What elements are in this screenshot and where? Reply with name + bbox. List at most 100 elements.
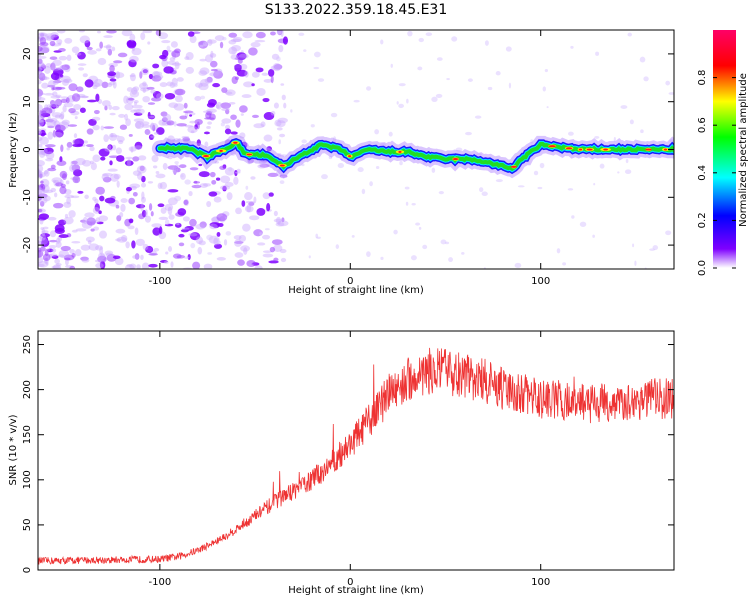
noise-blob bbox=[42, 253, 51, 262]
noise-blob bbox=[153, 132, 159, 135]
noise-blob bbox=[150, 211, 154, 217]
noise-blob bbox=[594, 135, 600, 139]
noise-blob bbox=[168, 102, 179, 108]
noise-blob bbox=[71, 229, 78, 233]
noise-blob bbox=[129, 74, 136, 78]
noise-blob bbox=[53, 202, 64, 209]
noise-blob bbox=[436, 57, 443, 61]
noise-blob bbox=[51, 112, 62, 118]
noise-blob bbox=[176, 77, 184, 82]
noise-blob bbox=[113, 173, 121, 180]
noise-blob bbox=[70, 160, 74, 167]
noise-blob bbox=[38, 119, 45, 127]
noise-blob bbox=[114, 72, 125, 79]
noise-blob bbox=[195, 236, 203, 245]
noise-blob bbox=[210, 60, 218, 68]
noise-blob bbox=[139, 121, 150, 126]
noise-blob bbox=[174, 61, 180, 70]
noise-blob bbox=[216, 257, 226, 261]
noise-blob bbox=[116, 180, 120, 188]
noise-blob bbox=[86, 128, 94, 135]
noise-blob bbox=[199, 183, 208, 188]
noise-blob bbox=[388, 131, 393, 137]
noise-blob bbox=[55, 94, 62, 99]
noise-blob bbox=[126, 264, 133, 267]
noise-blob bbox=[205, 54, 214, 63]
noise-blob bbox=[58, 219, 67, 226]
noise-blob bbox=[43, 147, 54, 155]
noise-blob bbox=[230, 114, 237, 120]
noise-blob bbox=[92, 82, 101, 88]
noise-blob bbox=[179, 164, 187, 169]
noise-blob bbox=[88, 118, 97, 126]
noise-blob bbox=[82, 73, 88, 78]
ridge-hotspot-core bbox=[645, 148, 652, 151]
x-tick-label: 100 bbox=[531, 577, 550, 588]
noise-blob bbox=[254, 265, 263, 269]
noise-blob bbox=[131, 47, 142, 56]
noise-blob bbox=[213, 70, 224, 79]
y-tick-label: 50 bbox=[22, 519, 33, 532]
noise-blob bbox=[465, 131, 472, 136]
noise-blob bbox=[123, 95, 129, 104]
noise-blob bbox=[593, 182, 596, 186]
noise-blob bbox=[418, 37, 424, 43]
noise-blob bbox=[167, 60, 177, 65]
noise-blob bbox=[134, 141, 143, 150]
noise-blob bbox=[174, 195, 182, 202]
noise-blob bbox=[366, 251, 371, 258]
noise-blob bbox=[194, 95, 202, 101]
noise-blob bbox=[99, 195, 105, 202]
noise-blob bbox=[313, 66, 320, 70]
noise-blob bbox=[135, 121, 142, 129]
noise-blob bbox=[102, 176, 112, 183]
noise-blob bbox=[45, 118, 54, 123]
noise-blob bbox=[216, 213, 228, 222]
noise-blob bbox=[54, 114, 61, 119]
noise-blob bbox=[290, 109, 293, 113]
noise-blob bbox=[40, 33, 45, 37]
noise-blob bbox=[45, 158, 54, 162]
noise-blob bbox=[193, 180, 198, 184]
noise-blob bbox=[166, 81, 173, 87]
noise-blob bbox=[86, 217, 96, 226]
noise-blob bbox=[49, 117, 58, 124]
noise-blob bbox=[38, 104, 43, 112]
noise-blob bbox=[209, 223, 218, 230]
noise-blob bbox=[112, 255, 121, 260]
noise-blob bbox=[165, 251, 169, 255]
noise-blob bbox=[53, 192, 58, 198]
noise-blob bbox=[38, 56, 47, 59]
noise-blob bbox=[487, 86, 493, 91]
noise-blob bbox=[228, 39, 237, 45]
x-tick-label: 100 bbox=[531, 276, 550, 287]
noise-blob bbox=[189, 35, 197, 44]
ridge-hotspot-core bbox=[603, 148, 609, 151]
noise-blob bbox=[139, 165, 145, 172]
noise-blob bbox=[77, 63, 87, 66]
noise-blob bbox=[233, 235, 242, 240]
noise-blob bbox=[194, 124, 198, 130]
noise-blob bbox=[66, 54, 72, 62]
ridge-hotspot-core bbox=[510, 165, 518, 168]
noise-blob bbox=[219, 165, 226, 170]
noise-blob bbox=[155, 30, 162, 36]
noise-blob bbox=[228, 167, 233, 172]
noise-blob bbox=[136, 264, 141, 269]
noise-blob bbox=[159, 54, 167, 60]
noise-blob bbox=[135, 238, 145, 247]
noise-blob bbox=[117, 52, 128, 58]
noise-blob bbox=[60, 183, 66, 188]
noise-blob bbox=[233, 176, 239, 185]
noise-blob bbox=[44, 66, 51, 74]
noise-blob bbox=[244, 192, 253, 201]
noise-blob bbox=[93, 226, 100, 231]
noise-blob bbox=[206, 39, 217, 44]
noise-blob bbox=[262, 97, 270, 103]
noise-blob bbox=[168, 245, 173, 252]
noise-blob bbox=[116, 155, 125, 162]
noise-blob bbox=[255, 31, 266, 39]
noise-blob bbox=[153, 247, 160, 252]
noise-blob bbox=[263, 111, 275, 121]
noise-blob bbox=[106, 253, 117, 262]
